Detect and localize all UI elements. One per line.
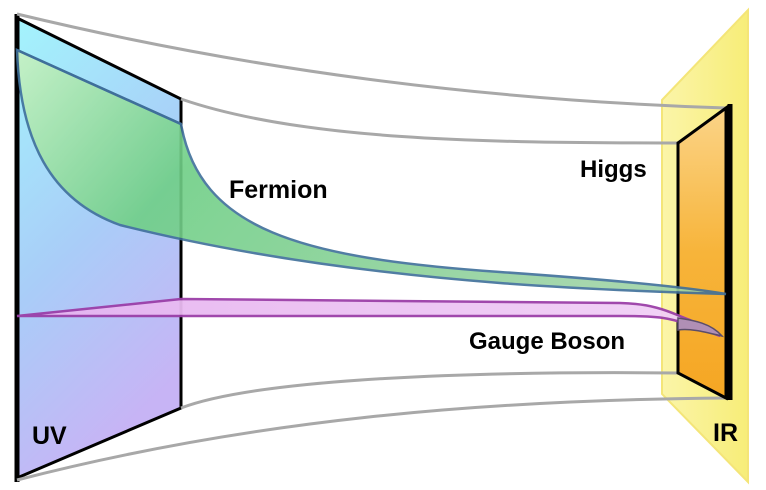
bulk-line-top-inner <box>180 97 679 145</box>
uv-label: UV <box>32 422 67 450</box>
bulk-line-top-outer <box>16 12 727 110</box>
higgs-label: Higgs <box>580 156 647 183</box>
bulk-line-bottom-inner <box>180 371 679 410</box>
bulk-line-bottom-outer <box>16 396 727 482</box>
ir-label: IR <box>713 419 738 447</box>
fermion-profile-upper-edge <box>16 48 182 126</box>
fermion-profile <box>15 48 727 296</box>
fermion-label: Fermion <box>229 176 328 204</box>
gauge-boson-label: Gauge Boson <box>469 328 626 355</box>
ir-brane-inner <box>676 105 728 401</box>
gauge-boson-tail <box>677 317 725 338</box>
